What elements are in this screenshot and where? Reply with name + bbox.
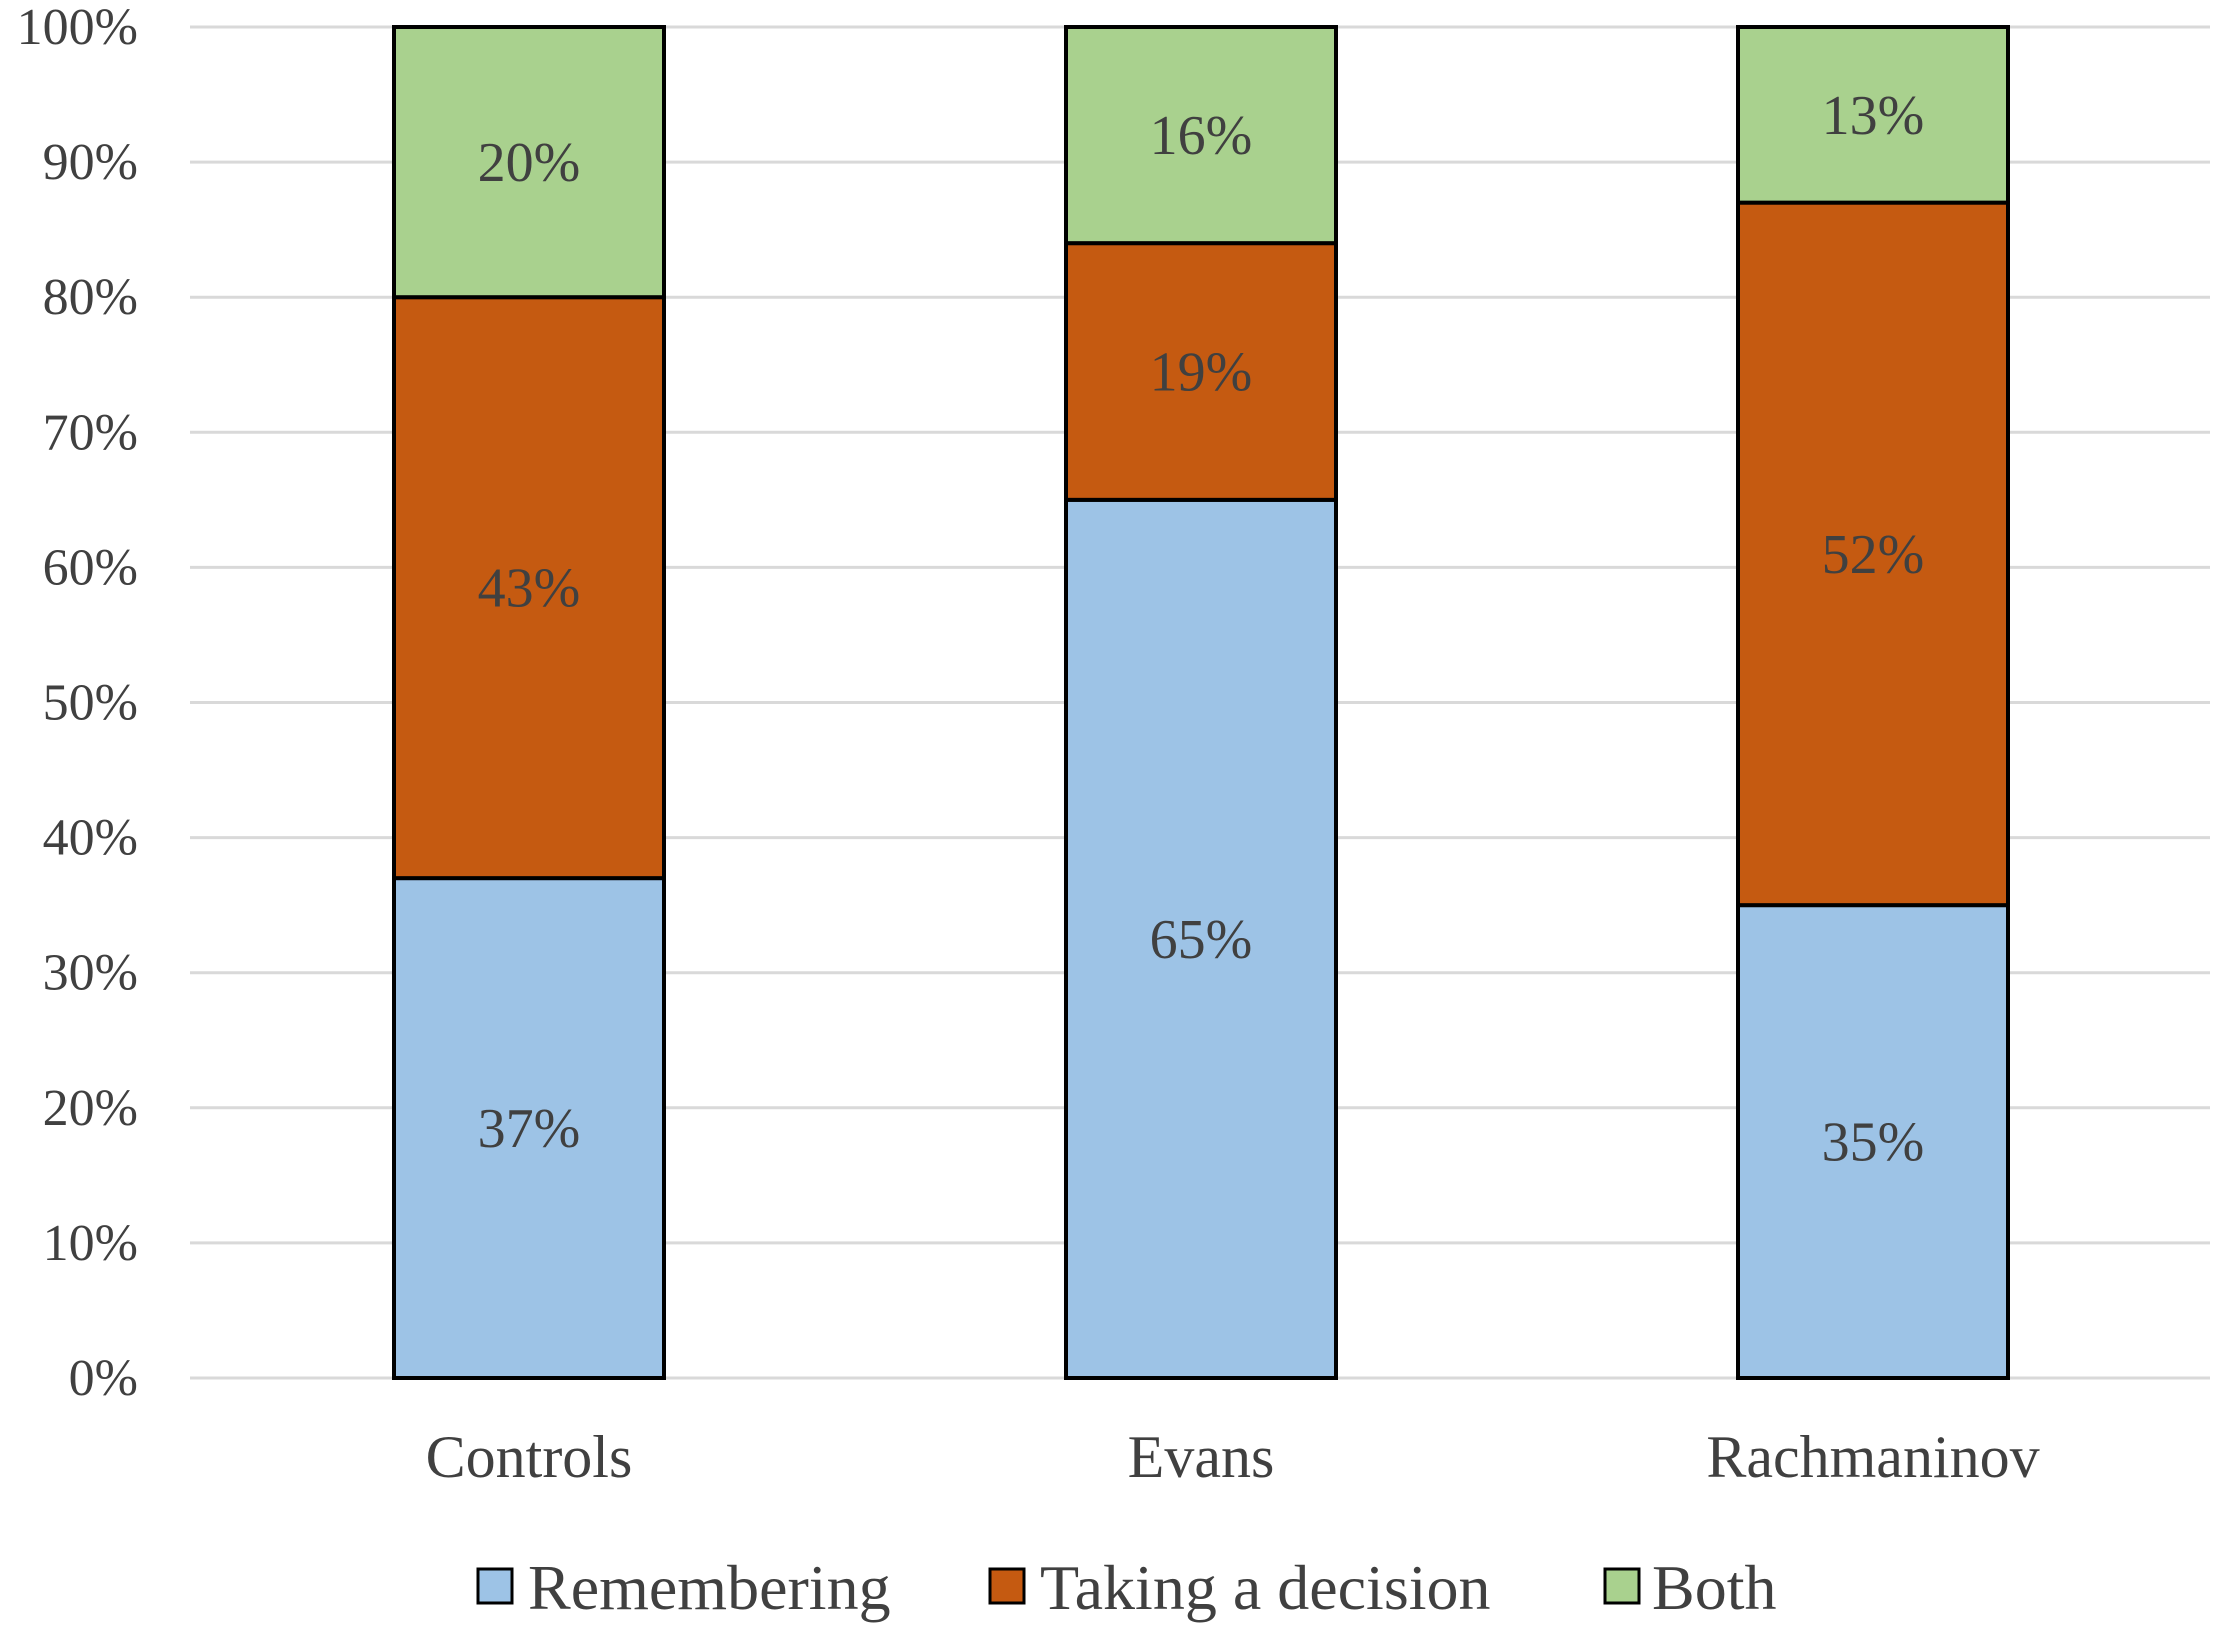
- data-label: 43%: [478, 558, 581, 620]
- legend-swatch-remembering: [476, 1567, 514, 1605]
- y-tick-label: 10%: [43, 1215, 138, 1272]
- data-label: 20%: [478, 132, 581, 194]
- bar-segment-controls-both: [392, 25, 666, 300]
- legend-swatch-taking-a-decision: [988, 1567, 1026, 1605]
- category-label: Controls: [426, 1424, 633, 1490]
- bar-segment-evans-both: [1064, 25, 1338, 246]
- data-label: 37%: [478, 1098, 581, 1160]
- y-tick-label: 60%: [43, 539, 138, 596]
- y-tick-label: 30%: [43, 945, 138, 1002]
- legend-label: Remembering: [528, 1552, 891, 1623]
- y-tick-label: 80%: [43, 269, 138, 326]
- legend-label: Taking a decision: [1040, 1552, 1491, 1623]
- category-labels: Controls Evans Rachmaninov: [426, 1424, 2040, 1490]
- y-tick-label: 20%: [43, 1080, 138, 1137]
- y-tick-label: 70%: [43, 404, 138, 461]
- bar-segment-controls-remembering: [392, 876, 666, 1380]
- data-label: 52%: [1822, 524, 1925, 586]
- y-tick-label: 90%: [43, 134, 138, 191]
- bar-segment-evans-remembering: [1064, 497, 1338, 1381]
- data-label: 35%: [1822, 1112, 1925, 1174]
- legend-label: Both: [1652, 1552, 1776, 1623]
- bar-segment-evans-taking-a-decision: [1064, 241, 1338, 502]
- y-axis-tick-labels: 0% 10% 20% 30% 40% 50% 60% 70% 80% 90% 100%: [17, 0, 138, 1407]
- y-tick-label: 0%: [69, 1350, 138, 1407]
- legend-swatch-both: [1603, 1567, 1641, 1605]
- data-label: 13%: [1822, 85, 1925, 147]
- bar-segment-rachmaninov-both: [1736, 25, 2010, 205]
- data-label: 19%: [1150, 342, 1253, 404]
- bar-segment-rachmaninov-taking-a-decision: [1736, 200, 2010, 908]
- y-tick-label: 100%: [17, 0, 138, 56]
- category-label: Rachmaninov: [1706, 1424, 2039, 1490]
- legend: Remembering Taking a decision Both: [476, 1552, 1776, 1623]
- bar-segment-controls-taking-a-decision: [392, 295, 666, 881]
- data-label: 16%: [1150, 105, 1253, 167]
- category-label: Evans: [1128, 1424, 1275, 1490]
- data-label: 65%: [1150, 909, 1253, 971]
- y-tick-label: 40%: [43, 810, 138, 867]
- data-labels: 37% 43% 20% 65% 19% 16% 35% 52% 13%: [478, 85, 1925, 1174]
- bars: [392, 25, 2010, 1381]
- y-tick-label: 50%: [43, 675, 138, 732]
